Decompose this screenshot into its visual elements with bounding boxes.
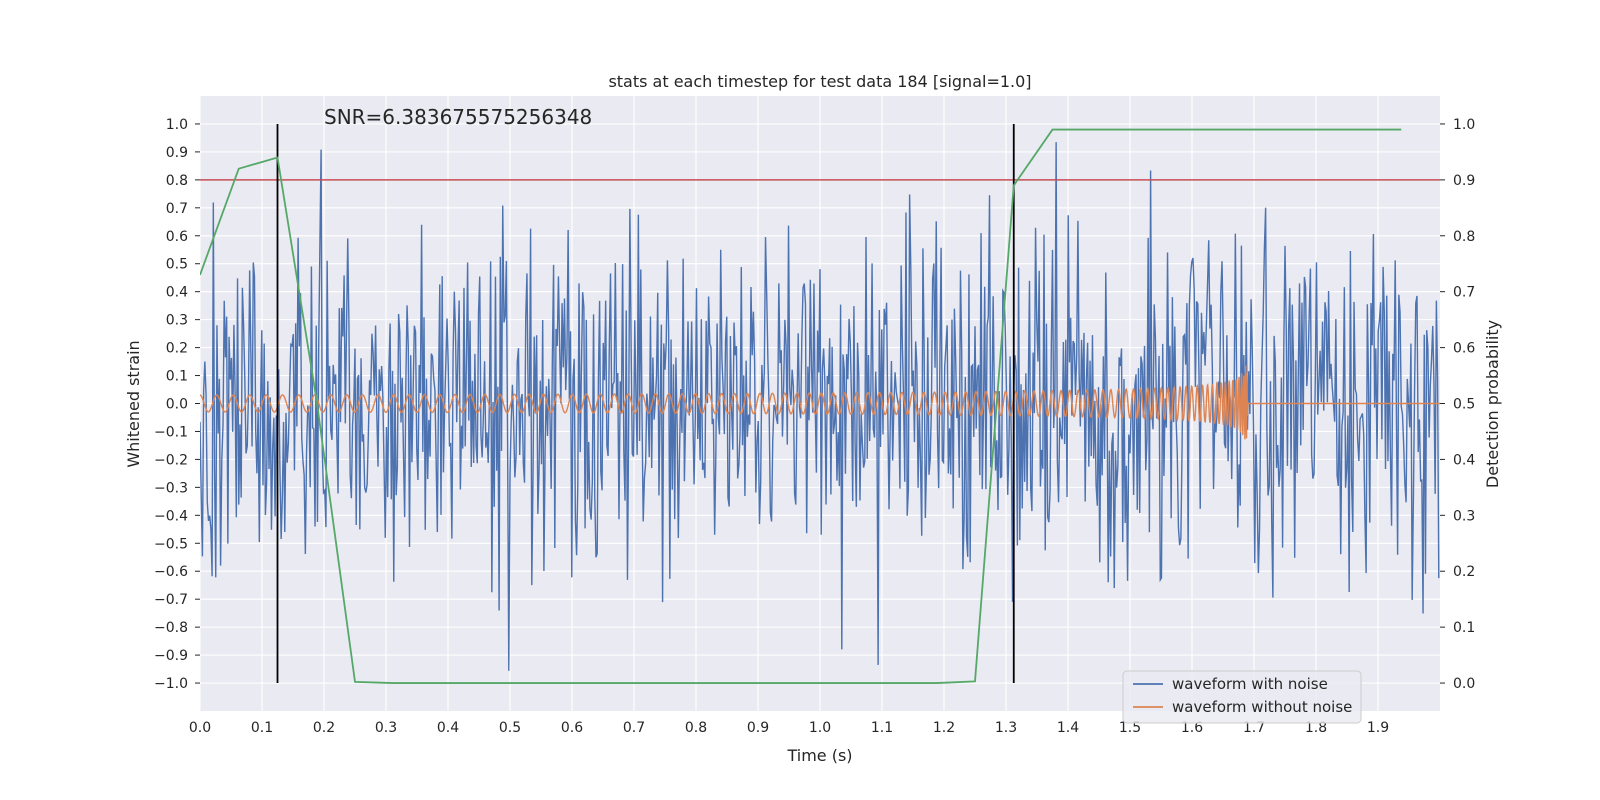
y-tick-label: 0.2: [166, 341, 188, 357]
y-axis-right-ticks: 1.0 0.9 0.8 0.7 0.6 0.5 0.4 0.3 0.2 0.1 0.0: [1440, 117, 1475, 692]
y2-axis-label: Detection probability: [1483, 320, 1502, 488]
y-tick-label: −1.0: [154, 676, 188, 692]
x-tick-label: 0.0: [189, 720, 211, 736]
y-tick-label: 0.4: [166, 285, 188, 301]
y-tick-label: −0.2: [154, 452, 188, 468]
y-tick-label: 0.1: [166, 369, 188, 385]
series-waveform-with-noise: [200, 142, 1440, 671]
y2-tick-label: 1.0: [1453, 117, 1475, 133]
y-tick-label: 0.8: [166, 173, 188, 189]
x-tick-label: 0.6: [561, 720, 583, 736]
x-tick-label: 0.3: [375, 720, 397, 736]
x-tick-label: 1.5: [1119, 720, 1141, 736]
y-tick-label: 1.0: [166, 117, 188, 133]
x-tick-label: 1.4: [1057, 720, 1079, 736]
x-tick-label: 1.6: [1181, 720, 1203, 736]
legend-box: [1122, 670, 1362, 724]
x-tick-label: 1.7: [1243, 720, 1265, 736]
y-tick-label: 0.5: [166, 257, 188, 273]
chart-title: stats at each timestep for test data 184…: [608, 72, 1031, 91]
legend: waveform with noise waveform without noi…: [1122, 670, 1362, 724]
y-axis-label: Whitened strain: [124, 340, 143, 467]
y2-tick-label: 0.9: [1453, 173, 1475, 189]
y-tick-label: 0.6: [166, 229, 188, 245]
detection-probability-points: [199, 129, 1402, 684]
y-tick-label: 0.3: [166, 313, 188, 329]
vertical-markers: [276, 123, 1015, 684]
series-waveform-without-noise: [200, 365, 1440, 440]
y-tick-label: −0.9: [154, 648, 188, 664]
y2-tick-label: 0.4: [1453, 452, 1475, 468]
y2-tick-label: 0.2: [1453, 564, 1475, 580]
y2-tick-label: 0.5: [1453, 397, 1475, 413]
snr-annotation: SNR=6.383675575256348: [324, 105, 592, 129]
x-tick-label: 0.5: [499, 720, 521, 736]
x-tick-label: 0.9: [747, 720, 769, 736]
y-tick-label: 0.9: [166, 145, 188, 161]
y2-tick-label: 0.7: [1453, 285, 1475, 301]
y-tick-label: −0.8: [154, 620, 188, 636]
y2-tick-label: 0.1: [1453, 620, 1475, 636]
y-tick-label: 0.0: [166, 397, 188, 413]
y2-tick-label: 0.0: [1453, 676, 1475, 692]
y-tick-label: 0.7: [166, 201, 188, 217]
x-tick-label: 0.8: [685, 720, 707, 736]
x-tick-label: 1.9: [1367, 720, 1389, 736]
y-tick-label: −0.7: [154, 592, 188, 608]
x-axis-label: Time (s): [786, 746, 852, 765]
x-tick-label: 0.4: [437, 720, 459, 736]
y-tick-label: −0.4: [154, 508, 188, 524]
x-tick-label: 1.3: [995, 720, 1017, 736]
y-tick-label: −0.1: [154, 424, 188, 440]
y2-tick-label: 0.6: [1453, 341, 1475, 357]
x-tick-label: 1.2: [933, 720, 955, 736]
x-tick-label: 0.1: [251, 720, 273, 736]
y-tick-label: −0.3: [154, 480, 188, 496]
x-axis-ticks: 0.0 0.1 0.2 0.3 0.4 0.5 0.6 0.7 0.8 0.9 1.0 1.1 1.2 1…: [189, 720, 1389, 736]
legend-label-signal: waveform without noise: [1172, 698, 1352, 716]
legend-label-noise: waveform with noise: [1172, 675, 1328, 693]
y2-tick-label: 0.8: [1453, 229, 1475, 245]
y-tick-label: −0.6: [154, 564, 188, 580]
x-tick-label: 0.7: [623, 720, 645, 736]
y-axis-left-ticks: 1.0 0.9 0.8 0.7 0.6 0.5 0.4 0.3 0.2 0.1 0.0 −0.1 −0.…: [154, 117, 200, 692]
series-detection-probability: [200, 128, 1402, 684]
y2-tick-label: 0.3: [1453, 508, 1475, 524]
x-tick-label: 0.2: [313, 720, 335, 736]
x-tick-label: 1.1: [871, 720, 893, 736]
x-tick-label: 1.8: [1305, 720, 1327, 736]
x-tick-label: 1.0: [809, 720, 831, 736]
y-tick-label: −0.5: [154, 536, 188, 552]
